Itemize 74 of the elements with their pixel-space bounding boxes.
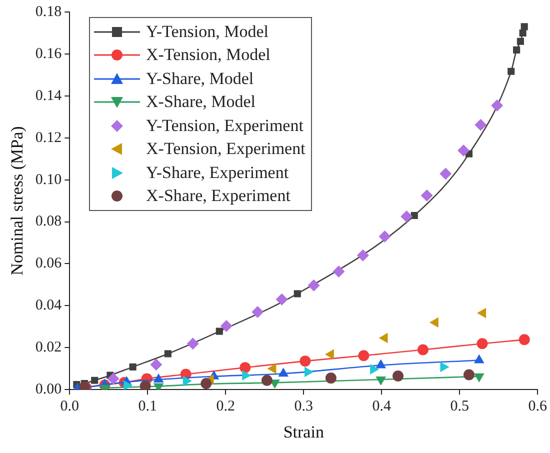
point bbox=[164, 350, 172, 358]
point bbox=[91, 376, 98, 384]
legend-label: Y-Share, Model bbox=[146, 68, 254, 89]
point bbox=[308, 279, 320, 292]
point bbox=[325, 372, 336, 384]
point bbox=[252, 306, 264, 318]
point bbox=[150, 358, 162, 371]
point bbox=[491, 100, 504, 112]
point bbox=[358, 350, 370, 362]
point bbox=[107, 372, 120, 385]
point bbox=[520, 23, 528, 30]
point bbox=[153, 374, 164, 383]
point bbox=[332, 265, 345, 278]
point bbox=[392, 370, 404, 382]
point bbox=[516, 38, 524, 45]
point bbox=[200, 378, 212, 390]
y-tick-label: 0.16 bbox=[35, 46, 62, 62]
point bbox=[294, 290, 301, 298]
point bbox=[519, 29, 526, 37]
point bbox=[420, 190, 433, 202]
point bbox=[129, 363, 136, 370]
x-tick-label: 0.5 bbox=[450, 398, 470, 415]
point bbox=[477, 308, 486, 318]
point bbox=[278, 368, 289, 377]
x-tick-label: 0.1 bbox=[138, 398, 158, 415]
point bbox=[458, 144, 470, 156]
point bbox=[513, 46, 520, 54]
x-tick-label: 0.3 bbox=[294, 398, 314, 415]
point bbox=[216, 328, 223, 335]
point bbox=[300, 356, 311, 367]
point bbox=[508, 68, 515, 75]
y-tick-label: 0.10 bbox=[35, 172, 62, 188]
legend-label: X-Share, Experiment bbox=[146, 186, 290, 206]
point bbox=[376, 359, 386, 368]
y-tick-label: 0.00 bbox=[35, 382, 62, 398]
point bbox=[474, 354, 484, 364]
legend-label: X-Share, Model bbox=[146, 92, 256, 112]
legend-label: Y-Tension, Model bbox=[146, 22, 269, 42]
point bbox=[186, 338, 199, 350]
y-axis-title: Nominal stress (MPa) bbox=[8, 126, 27, 276]
point bbox=[474, 118, 487, 131]
point bbox=[518, 334, 530, 346]
point bbox=[267, 363, 276, 374]
point bbox=[476, 338, 488, 350]
y-tick-label: 0.12 bbox=[35, 130, 62, 146]
x-axis-title: Strain bbox=[283, 422, 324, 442]
point bbox=[410, 212, 418, 220]
x-tick-label: 0.6 bbox=[528, 398, 548, 415]
point bbox=[378, 332, 388, 344]
legend-label: Y-Share, Experiment bbox=[146, 162, 289, 183]
y-tick-label: 0.18 bbox=[35, 4, 62, 20]
y-tick-label: 0.08 bbox=[35, 214, 62, 230]
x-tick-label: 0.2 bbox=[216, 398, 236, 415]
point bbox=[182, 376, 192, 386]
y-tick-label: 0.06 bbox=[35, 256, 62, 272]
point bbox=[400, 210, 413, 223]
point bbox=[261, 374, 272, 386]
y-tick-label: 0.02 bbox=[35, 340, 62, 356]
point bbox=[140, 380, 151, 390]
y-tick-label: 0.14 bbox=[35, 88, 62, 104]
point bbox=[463, 369, 474, 380]
point bbox=[417, 344, 428, 356]
x-tick-label: 0.0 bbox=[60, 398, 80, 415]
point bbox=[378, 230, 391, 242]
legend-label: Y-Tension, Experiment bbox=[146, 116, 304, 136]
x-tick-label: 0.4 bbox=[372, 398, 392, 415]
y-tick-label: 0.04 bbox=[35, 298, 62, 314]
point bbox=[276, 293, 288, 306]
point bbox=[220, 320, 232, 332]
point bbox=[240, 362, 251, 374]
point bbox=[356, 249, 369, 262]
legend-label: X-Tension, Model bbox=[146, 45, 270, 66]
legend-label: X-Tension, Experiment bbox=[146, 139, 306, 160]
point bbox=[440, 168, 452, 180]
